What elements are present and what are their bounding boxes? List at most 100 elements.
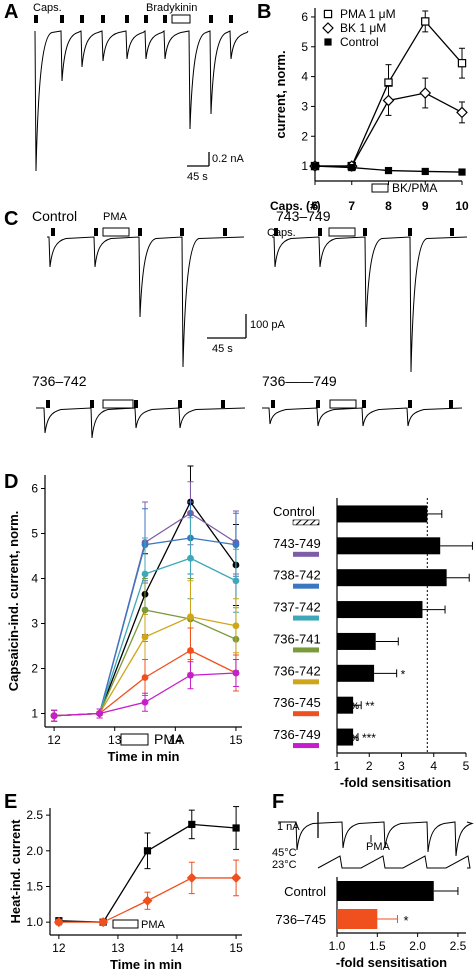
application-mark (60, 15, 64, 23)
category-swatch (293, 647, 319, 653)
x-tick-label: 7 (348, 199, 355, 213)
panel-label-e: E (4, 791, 17, 813)
data-point (457, 58, 467, 68)
y-tick-label: 5 (301, 40, 308, 54)
data-point (143, 847, 152, 855)
data-point (142, 895, 153, 906)
label-temp-high: 45°C (272, 847, 297, 859)
data-point (232, 541, 240, 549)
x-tick-label: 14 (170, 941, 184, 955)
x-tick-label: 1.5 (369, 939, 386, 953)
pma-bar-d (120, 733, 149, 746)
category-swatch (293, 711, 319, 717)
application-mark (363, 228, 367, 236)
trace-line (34, 30, 249, 172)
application-mark (450, 228, 454, 236)
bar (337, 909, 378, 929)
x-tick-label: 14 (169, 733, 183, 747)
x-tick-label: 10 (455, 199, 469, 213)
data-point (231, 872, 242, 883)
data-point (419, 87, 432, 99)
trace-736-749 (262, 399, 463, 427)
significance-label: * (403, 913, 408, 928)
x-tick-label: 12 (52, 941, 66, 955)
application-mark (180, 228, 184, 236)
application-mark (318, 228, 322, 236)
legend-label: Control (340, 35, 379, 49)
application-mark (209, 15, 213, 23)
y-tick-label: 1 (301, 159, 308, 173)
panel-label-f: F (272, 791, 284, 813)
y-tick-label: 4 (31, 572, 38, 586)
trace-title-743-749: 743–749 (276, 208, 331, 224)
significance-label: *** (362, 731, 376, 745)
category-label: 738-742 (273, 568, 321, 583)
y-tick-label: 6 (301, 10, 308, 24)
application-box (329, 399, 357, 409)
category-swatch (293, 615, 319, 621)
application-mark (134, 400, 138, 408)
data-point (141, 606, 149, 614)
bk-pma-label: BK/PMA (392, 181, 437, 195)
trace-line (262, 407, 463, 427)
x-tick-label: 3 (398, 759, 405, 773)
data-point (232, 577, 240, 585)
category-label: 736-749 (273, 727, 321, 742)
data-point (96, 710, 103, 717)
label-pma-e: PMA (141, 919, 166, 931)
category-swatch (293, 551, 319, 557)
x-tick-label: 15 (229, 941, 243, 955)
legend-marker (323, 9, 333, 19)
x-axis-label: Time in min (108, 749, 180, 764)
category-label: 743-749 (273, 536, 321, 551)
data-point (188, 820, 196, 829)
x-tick-label: 13 (108, 733, 122, 747)
x-tick-label: 6 (312, 199, 319, 213)
category-label: 736-742 (273, 663, 321, 678)
data-point (186, 872, 197, 883)
application-mark (90, 400, 94, 408)
category-label: Control (273, 504, 315, 519)
application-mark (408, 228, 412, 236)
data-point (458, 168, 466, 176)
x-tick-label: 13 (111, 941, 125, 955)
label-pma-f: PMA (366, 841, 391, 853)
application-mark (271, 400, 275, 408)
legend-marker (324, 38, 332, 46)
y-tick-label: 1.5 (26, 879, 43, 893)
trace-title-736-749: 736——749 (262, 373, 337, 389)
data-point (53, 917, 64, 928)
bar (337, 632, 376, 650)
category-swatch (292, 519, 320, 526)
category-label: 736-745 (273, 695, 321, 710)
label-caps-a: Caps. (33, 2, 62, 14)
y-tick-label: 5 (31, 527, 38, 541)
application-box (328, 227, 356, 237)
application-mark (221, 400, 225, 408)
bar (337, 569, 447, 587)
label-pma-c: PMA (103, 211, 128, 223)
trace-line (47, 236, 245, 368)
data-point (141, 674, 149, 681)
bar-percent-label: 43% (341, 637, 359, 647)
data-point (384, 166, 393, 175)
y-tick-label: 1.0 (26, 915, 43, 929)
scale-label-f: 1 nA (277, 821, 300, 833)
trace-f (278, 821, 474, 869)
application-mark (80, 15, 84, 23)
application-mark (408, 400, 412, 408)
y-tick-label: 6 (31, 482, 38, 496)
data-point (141, 633, 149, 641)
scale-label-a-x: 45 s (187, 171, 208, 183)
legend-label: BK 1 μM (340, 21, 386, 35)
panel-label-c: C (4, 208, 18, 230)
application-mark (163, 15, 167, 23)
x-tick-label: 12 (47, 733, 61, 747)
application-mark (449, 400, 453, 408)
bradykinin-bar (171, 14, 191, 24)
scale-label-c-x: 45 s (212, 343, 233, 355)
application-mark (316, 400, 320, 408)
